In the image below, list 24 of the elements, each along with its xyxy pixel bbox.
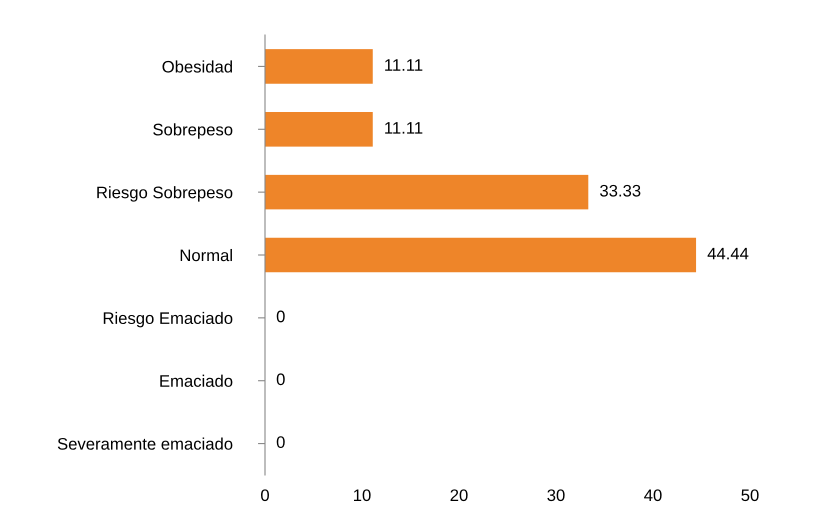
bar xyxy=(265,238,696,272)
x-tick-label: 50 xyxy=(741,489,759,502)
bar xyxy=(265,49,373,84)
data-label: 0 xyxy=(276,436,285,448)
y-tick-label: Normal xyxy=(180,248,232,262)
y-tick-label: Emaciado xyxy=(160,374,232,387)
x-tick-label: 10 xyxy=(354,489,371,502)
x-tick-label: 0 xyxy=(261,489,269,502)
x-tick-label: 40 xyxy=(644,489,662,502)
data-label: 44.44 xyxy=(708,248,748,260)
x-tick-label: 30 xyxy=(547,489,565,502)
bar xyxy=(265,174,588,210)
data-label: 33.33 xyxy=(600,184,640,197)
data-label: 11.11 xyxy=(385,122,422,134)
y-tick-label: Obesidad xyxy=(162,60,232,73)
y-tick-label: Riesgo Sobrepeso xyxy=(97,186,232,202)
data-label: 0 xyxy=(276,310,285,322)
y-tick-label: Severamente emaciado xyxy=(58,438,232,450)
data-label: 11.11 xyxy=(385,59,422,71)
bar xyxy=(265,112,373,147)
x-tick-label: 20 xyxy=(450,489,468,502)
y-tick-label: Sobrepeso xyxy=(153,123,232,139)
y-tick-label: Riesgo Emaciado xyxy=(104,312,232,328)
data-label: 0 xyxy=(276,373,285,386)
